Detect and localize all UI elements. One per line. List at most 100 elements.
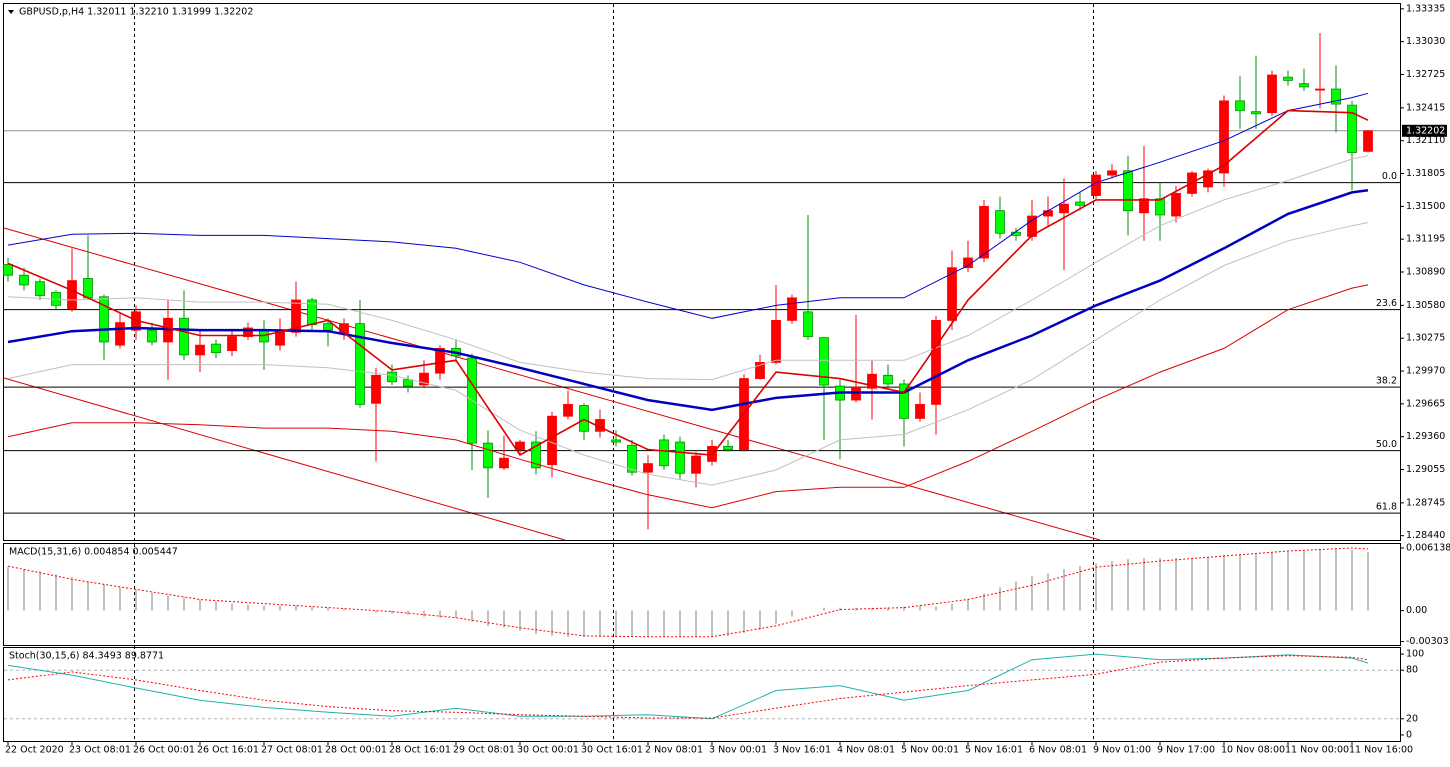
candle-body: [116, 323, 125, 346]
candle-body: [484, 443, 493, 468]
candle-body: [564, 404, 573, 416]
candle-body: [372, 375, 381, 403]
candle-body: [1060, 204, 1069, 213]
x-tick-label: 3 Nov 00:01: [709, 745, 767, 756]
candle-body: [1284, 77, 1293, 80]
candle-body: [1076, 202, 1085, 205]
candle-body: [772, 320, 781, 362]
candle-body: [692, 456, 701, 473]
y-tick-label: 0.006138: [1406, 542, 1450, 553]
x-tick-label: 23 Oct 08:01: [69, 745, 131, 756]
candle-body: [228, 337, 237, 351]
fib-label: 23.6: [1376, 298, 1397, 309]
candle-body: [1172, 193, 1181, 216]
candle-body: [36, 282, 45, 296]
candle-body: [676, 442, 685, 473]
y-tick-label: 1.30275: [1406, 333, 1445, 344]
candle-body: [212, 344, 221, 353]
x-tick-label: 11 Nov 00:00: [1285, 745, 1349, 756]
x-tick-label: 9 Nov 01:00: [1093, 745, 1151, 756]
candle-body: [68, 281, 77, 309]
candle-body: [724, 446, 733, 449]
candle-body: [1108, 171, 1117, 175]
x-tick-label: 5 Nov 16:01: [965, 745, 1023, 756]
candle-body: [1124, 171, 1133, 211]
y-tick-label: 20: [1406, 713, 1418, 724]
candle-body: [1300, 84, 1309, 87]
x-tick-label: 6 Nov 08:01: [1029, 745, 1087, 756]
panel-title: MACD(15,31,6) 0.004854 0.005447: [9, 547, 178, 558]
candle-body: [84, 278, 93, 297]
candle-body: [1364, 131, 1373, 152]
candle-body: [500, 458, 509, 468]
candle-body: [324, 324, 333, 330]
candle-body: [1092, 175, 1101, 195]
x-tick-label: 28 Oct 00:01: [325, 745, 387, 756]
x-tick-label: 11 Nov 16:00: [1349, 745, 1413, 756]
y-tick-label: 1.30890: [1406, 267, 1445, 278]
x-tick-label: 2 Nov 08:01: [645, 745, 703, 756]
candle-body: [196, 345, 205, 355]
x-tick-label: 26 Oct 00:01: [133, 745, 195, 756]
candle-body: [1236, 101, 1245, 111]
x-tick-label: 28 Oct 16:01: [389, 745, 451, 756]
y-tick-label: 1.32725: [1406, 69, 1445, 80]
y-tick-label: 1.28745: [1406, 497, 1445, 508]
x-tick-label: 30 Oct 16:01: [581, 745, 643, 756]
y-tick-label: 1.31500: [1406, 201, 1445, 212]
candle-body: [436, 348, 445, 373]
price-tag-label: 1.32202: [1406, 125, 1445, 136]
candle-body: [612, 440, 621, 442]
x-tick-label: 26 Oct 16:01: [197, 745, 259, 756]
x-tick-label: 3 Nov 16:01: [773, 745, 831, 756]
candle-body: [804, 312, 813, 337]
candle-body: [4, 264, 13, 275]
y-tick-label: 1.28440: [1406, 530, 1445, 541]
y-tick-label: 100: [1406, 649, 1424, 660]
y-tick-label: 1.29055: [1406, 464, 1445, 475]
x-tick-label: 9 Nov 17:00: [1157, 745, 1215, 756]
y-tick-label: 1.29665: [1406, 398, 1445, 409]
panel-title: Stoch(30,15,6) 84.3493 89.8771: [9, 651, 164, 662]
fib-label: 61.8: [1376, 502, 1397, 513]
x-tick-label: 29 Oct 08:01: [453, 745, 515, 756]
y-tick-label: 0: [1406, 729, 1412, 740]
y-tick-label: 0.00: [1406, 605, 1427, 616]
y-tick-label: 80: [1406, 665, 1418, 676]
fib-label: 0.0: [1382, 171, 1397, 182]
candle-body: [516, 442, 525, 450]
candle-body: [388, 372, 397, 382]
y-tick-label: -0.003031: [1406, 636, 1450, 647]
y-tick-label: 1.29970: [1406, 366, 1445, 377]
y-tick-label: 1.31805: [1406, 168, 1445, 179]
candle-body: [180, 318, 189, 355]
x-tick-label: 5 Nov 00:01: [901, 745, 959, 756]
x-tick-label: 10 Nov 08:00: [1221, 745, 1285, 756]
y-tick-label: 1.32110: [1406, 135, 1445, 146]
fib-label: 38.2: [1376, 376, 1397, 387]
y-tick-label: 1.33030: [1406, 36, 1445, 47]
y-tick-label: 1.30580: [1406, 300, 1445, 311]
candle-body: [996, 211, 1005, 234]
candle-body: [1156, 199, 1165, 215]
y-tick-label: 1.31195: [1406, 234, 1445, 245]
candle-body: [1140, 199, 1149, 213]
candle-body: [932, 320, 941, 404]
candle-body: [580, 405, 589, 431]
x-tick-label: 22 Oct 2020: [5, 745, 64, 756]
y-tick-label: 1.32415: [1406, 102, 1445, 113]
y-tick-label: 1.33335: [1406, 3, 1445, 14]
candle-body: [548, 416, 557, 464]
candle-body: [644, 464, 653, 473]
candle-body: [20, 275, 29, 285]
candle-body: [404, 380, 413, 386]
x-tick-label: 27 Oct 08:01: [261, 745, 323, 756]
candle-body: [1316, 89, 1325, 90]
panel-title: GBPUSD,p,H4 1.32011 1.32210 1.31999 1.32…: [19, 7, 253, 18]
candle-body: [916, 404, 925, 418]
x-tick-label: 30 Oct 00:01: [517, 745, 579, 756]
x-tick-label: 4 Nov 08:01: [837, 745, 895, 756]
candle-body: [1252, 112, 1261, 114]
